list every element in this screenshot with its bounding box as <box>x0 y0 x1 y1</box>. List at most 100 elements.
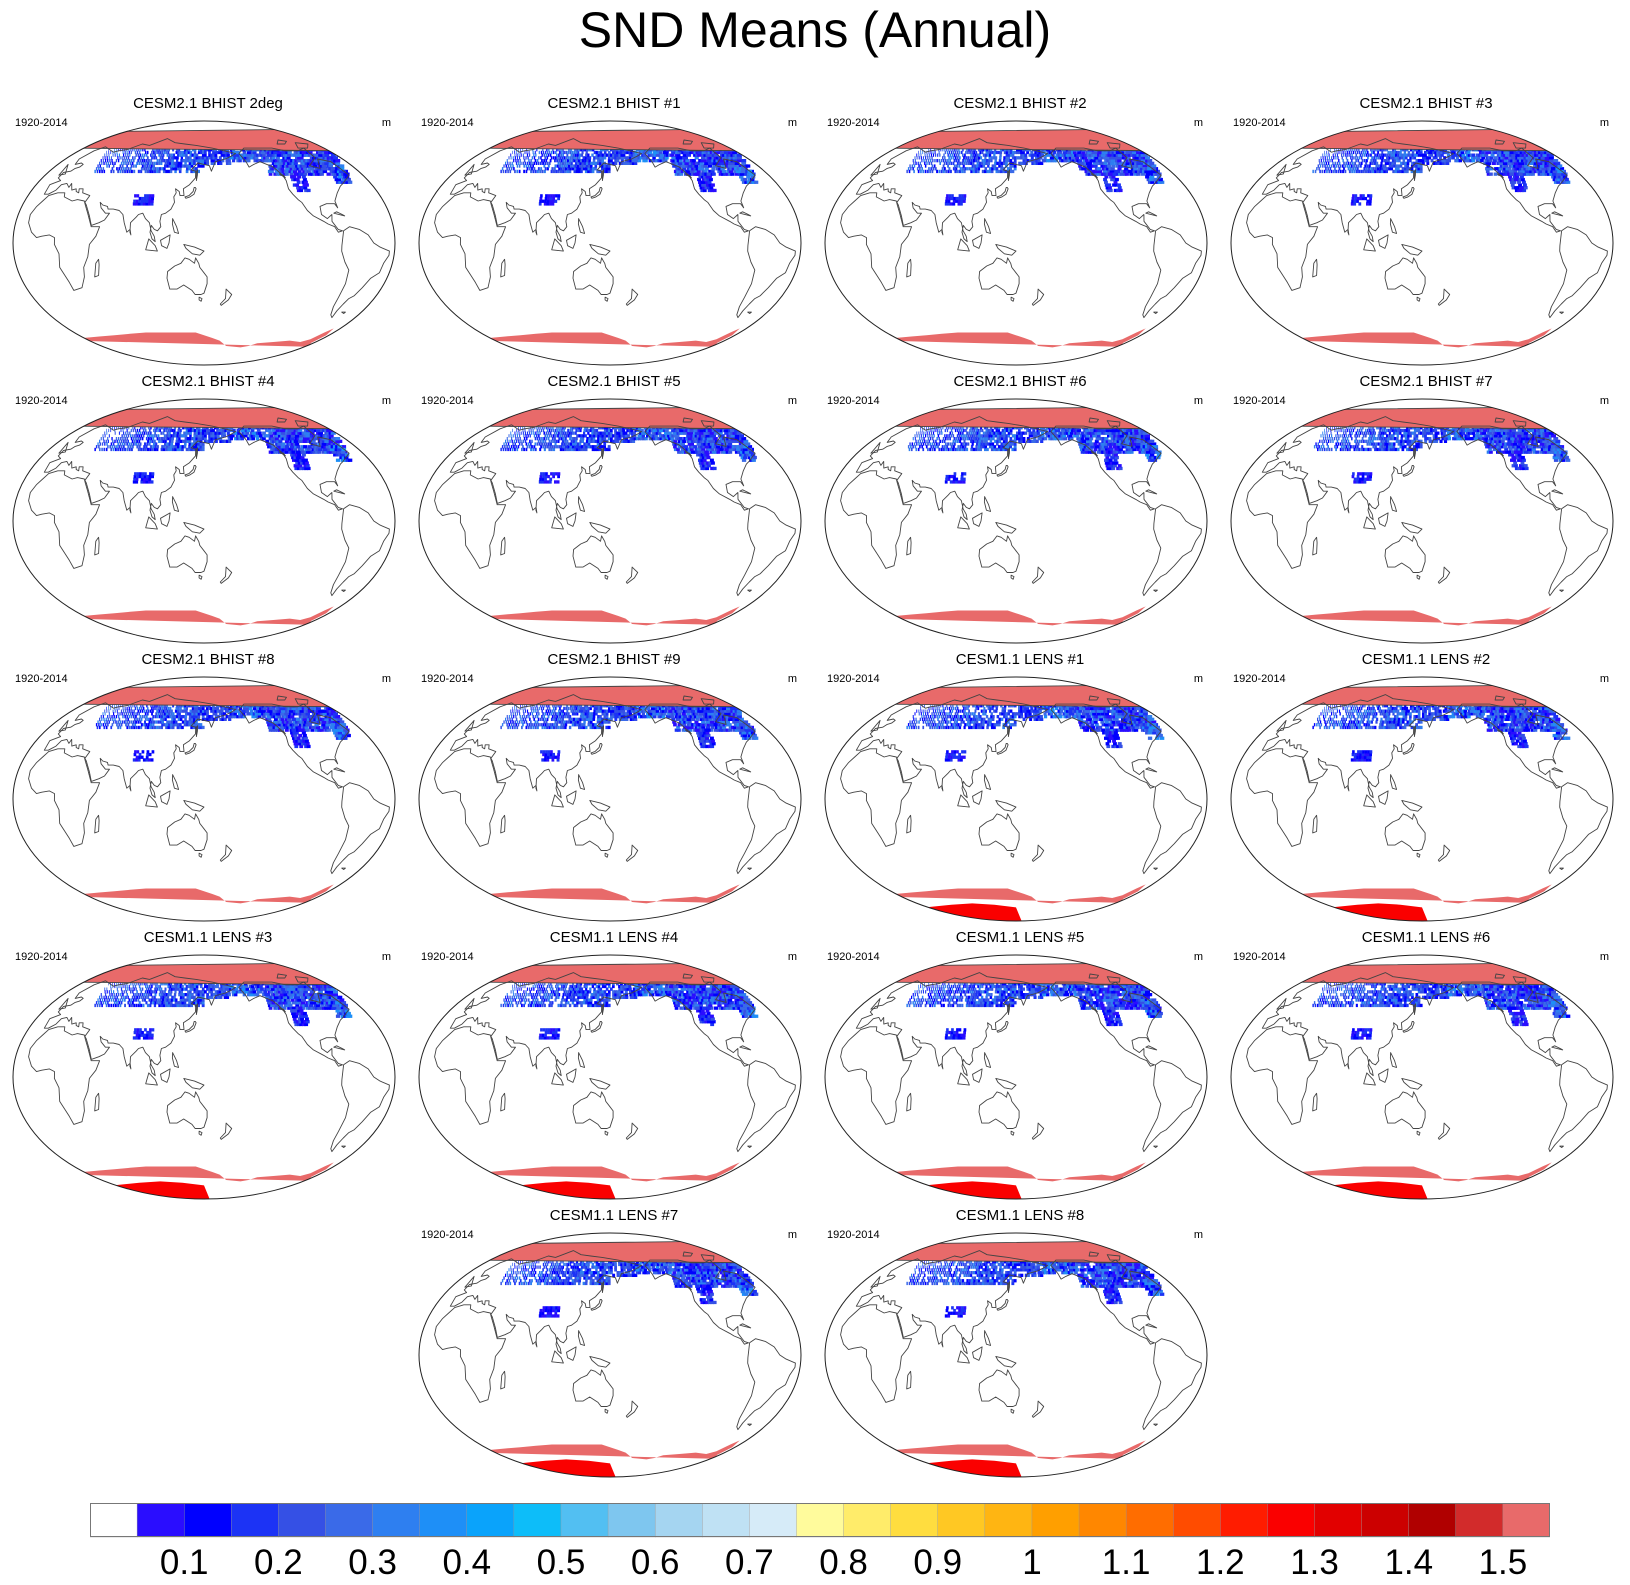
snow-cell <box>113 170 115 173</box>
snow-cell <box>152 472 155 475</box>
snow-cell <box>94 170 96 173</box>
snow-cell <box>945 170 947 173</box>
snow-cell <box>746 164 751 167</box>
snow-cell <box>512 429 513 432</box>
panel-title: CESM2.1 BHIST #1 <box>411 95 817 113</box>
snow-cell <box>929 162 931 165</box>
coastline <box>942 229 943 235</box>
snow-cell <box>991 156 993 159</box>
snow-cell <box>151 480 154 483</box>
snow-cell <box>100 442 101 445</box>
snow-cell <box>959 156 961 159</box>
snow-cell <box>521 432 522 435</box>
snow-cell <box>713 189 717 192</box>
snow-cell <box>113 164 115 167</box>
coastline <box>130 507 131 513</box>
snow-cell <box>103 162 104 165</box>
snow-cell <box>1494 173 1498 176</box>
coastline <box>167 258 207 295</box>
snow-cell <box>301 451 305 454</box>
snow-cell <box>529 154 530 157</box>
snow-cell <box>519 442 521 445</box>
snow-cell <box>535 154 536 157</box>
snow-cell <box>1320 164 1321 167</box>
coastline <box>1032 289 1043 305</box>
snow-cell <box>109 164 111 167</box>
snow-cell <box>986 170 989 173</box>
snow-cell <box>500 448 502 451</box>
snow-cell <box>1132 143 1137 146</box>
snow-cell <box>1519 173 1523 176</box>
coastline <box>146 239 158 251</box>
snow-cell <box>152 194 155 197</box>
snow-cell <box>114 162 115 165</box>
snow-cell <box>113 154 114 157</box>
coastline <box>185 465 196 476</box>
snow-depth-cells <box>94 143 352 206</box>
coastline <box>748 312 752 313</box>
snow-cell <box>555 170 557 173</box>
snow-cell <box>1347 154 1348 157</box>
snow-cell <box>106 164 108 167</box>
snow-cell <box>922 151 923 154</box>
snow-cell <box>108 429 109 432</box>
coastline <box>1549 227 1608 318</box>
snow-cell <box>182 164 185 167</box>
snow-cell <box>1398 164 1401 167</box>
coastline <box>172 219 178 234</box>
snow-cell <box>503 170 505 173</box>
snow-cell <box>1553 159 1558 162</box>
snow-cell <box>959 151 961 154</box>
snow-cell <box>526 437 527 440</box>
coastline <box>59 442 68 453</box>
antarctica-snow <box>478 328 740 365</box>
panel-title: CESM2.1 BHIST #3 <box>1223 95 1629 113</box>
coastline <box>331 505 390 596</box>
snow-cell <box>115 154 116 157</box>
snow-cell <box>520 162 521 165</box>
snow-cell <box>1113 173 1117 176</box>
snow-cell <box>1340 164 1342 167</box>
snow-cell <box>114 440 115 443</box>
snow-cell <box>909 170 911 173</box>
coastline <box>199 297 202 301</box>
coastline <box>552 239 564 251</box>
snow-cell <box>509 440 510 443</box>
snow-cell <box>1392 170 1395 173</box>
snow-cell <box>1472 154 1476 157</box>
coastline <box>1403 187 1414 198</box>
snow-cell <box>1386 167 1388 170</box>
snow-cell <box>917 156 918 159</box>
snow-cell <box>1400 162 1403 165</box>
map-plot <box>5 393 403 649</box>
map-plot <box>817 115 1215 371</box>
antarctica-snow <box>884 328 1146 365</box>
snow-cell <box>576 434 578 437</box>
snow-cell <box>1405 154 1407 157</box>
coastline <box>996 244 1016 255</box>
snow-cell <box>129 154 130 157</box>
snow-cell <box>579 154 581 157</box>
snow-cell <box>538 156 540 159</box>
snow-cell <box>959 162 961 165</box>
coastline <box>57 154 68 157</box>
snow-cell <box>104 170 106 173</box>
coastline <box>342 312 346 313</box>
snow-cell <box>1353 151 1354 154</box>
coastline <box>1146 212 1157 216</box>
coastline <box>59 164 68 175</box>
snow-cell <box>919 156 920 159</box>
snow-cell <box>1383 154 1385 157</box>
snow-cell <box>914 164 915 167</box>
snow-cell <box>553 194 556 197</box>
coastline <box>1008 170 1009 181</box>
snow-cell <box>523 170 525 173</box>
coastline <box>1414 170 1415 181</box>
snow-depth-cells <box>906 143 1164 206</box>
coastline <box>1277 164 1286 175</box>
coastline <box>1379 235 1389 249</box>
coastline <box>590 244 610 255</box>
coastline <box>573 258 613 295</box>
coastline <box>605 297 608 301</box>
snow-depth-cells <box>94 421 352 484</box>
